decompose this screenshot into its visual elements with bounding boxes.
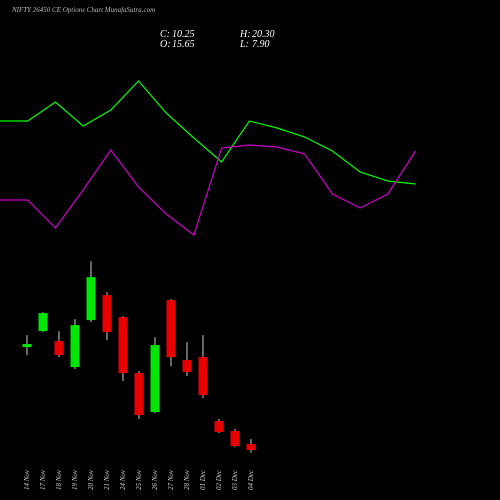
x-tick-label: 02 Dec [215, 469, 223, 490]
candle-body [86, 277, 96, 321]
candle-body [214, 421, 224, 433]
candle-body [166, 300, 176, 358]
x-tick-label: 03 Dec [231, 469, 239, 490]
indicator-line [0, 144, 417, 236]
x-tick-label: 25 Nov [135, 469, 143, 490]
candle-body [182, 360, 192, 373]
x-tick-label: 27 Nov [167, 469, 175, 490]
ohlc-label: L: [239, 39, 249, 50]
x-tick-label: 24 Nov [119, 469, 127, 490]
x-tick-label: 18 Nov [55, 469, 63, 490]
candle-body [22, 344, 32, 348]
ohlc-value: 15.65 [172, 39, 195, 50]
x-tick-label: 01 Dec [199, 469, 207, 490]
candle-body [134, 373, 144, 416]
ohlc-label: H: [239, 29, 251, 40]
x-tick-label: 21 Nov [103, 469, 111, 490]
x-tick-label: 20 Nov [87, 469, 95, 490]
x-tick-label: 26 Nov [151, 469, 159, 490]
x-tick-label: 17 Nov [39, 469, 47, 490]
indicator-line [0, 80, 416, 185]
candle-body [54, 341, 64, 356]
candle-body [230, 431, 240, 447]
x-tick-label: 14 Nov [23, 469, 31, 490]
ohlc-value: 10.25 [172, 29, 195, 40]
ohlc-value: 20.30 [252, 29, 275, 40]
ohlc-value: 7.90 [252, 39, 270, 50]
x-tick-label: 19 Nov [71, 469, 79, 490]
candle-body [198, 357, 208, 396]
x-tick-label: 04 Dec [247, 469, 255, 490]
candle-body [118, 317, 128, 374]
x-tick-label: 28 Nov [183, 469, 191, 490]
candle-body [70, 325, 80, 368]
ohlc-label: O: [160, 39, 171, 50]
chart-title: NIFTY 26450 CE Options Chart MunafaSutra… [11, 6, 155, 14]
candle-body [102, 295, 112, 333]
candle-body [246, 444, 256, 451]
candle-body [38, 313, 48, 332]
ohlc-label: C: [160, 29, 170, 40]
candle-body [150, 345, 160, 413]
